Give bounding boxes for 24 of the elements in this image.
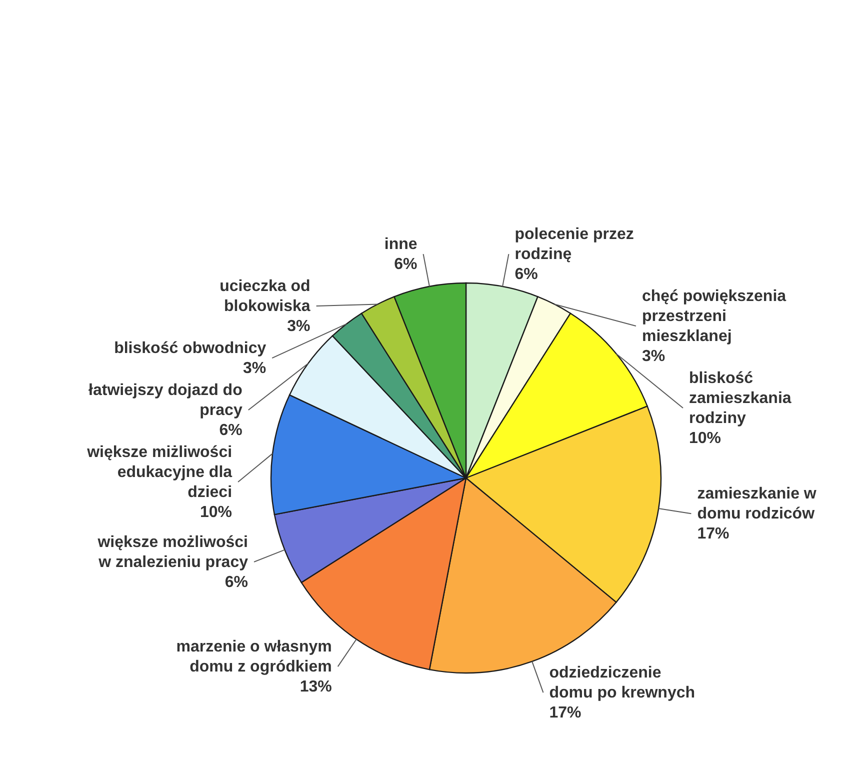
data-label: 6% — [224, 574, 248, 591]
data-label: 3% — [242, 360, 266, 378]
slice-label: bliskość zamieszkania rodziny — [689, 370, 792, 428]
slice-label: zamieszkanie w domu rodziców — [697, 486, 817, 523]
data-label: 6% — [394, 256, 418, 274]
slice-label: ucieczka od blokowiska — [220, 278, 310, 316]
data-label: 3% — [287, 318, 310, 336]
slice-label: polecenie przez rodzinę — [514, 226, 634, 264]
data-label: 17% — [549, 704, 582, 722]
data-label: 17% — [697, 526, 730, 543]
data-label: 13% — [300, 678, 332, 696]
slice-label: inne — [384, 236, 418, 254]
data-label: 10% — [200, 504, 232, 522]
slice-label: łatwiejszy dojazd do pracy — [88, 382, 243, 420]
data-label: 3% — [642, 348, 666, 366]
slice-label: odziedziczenie domu po krewnych — [549, 664, 696, 702]
slice-label: chęć powiększenia przestrzeni mieszklanej — [642, 288, 786, 346]
data-label: 6% — [514, 266, 538, 284]
slice-label: większe miżliwości edukacyjne dla dzieci — [86, 444, 232, 502]
slice-label: większe możliwości w znalezieniu pracy — [96, 534, 248, 571]
slice-label: bliskość obwodnicy — [114, 340, 266, 358]
data-label: 10% — [689, 430, 722, 448]
slice-label: marzenie o własnym domu z ogródkiem — [176, 638, 332, 676]
data-label: 6% — [219, 422, 242, 440]
